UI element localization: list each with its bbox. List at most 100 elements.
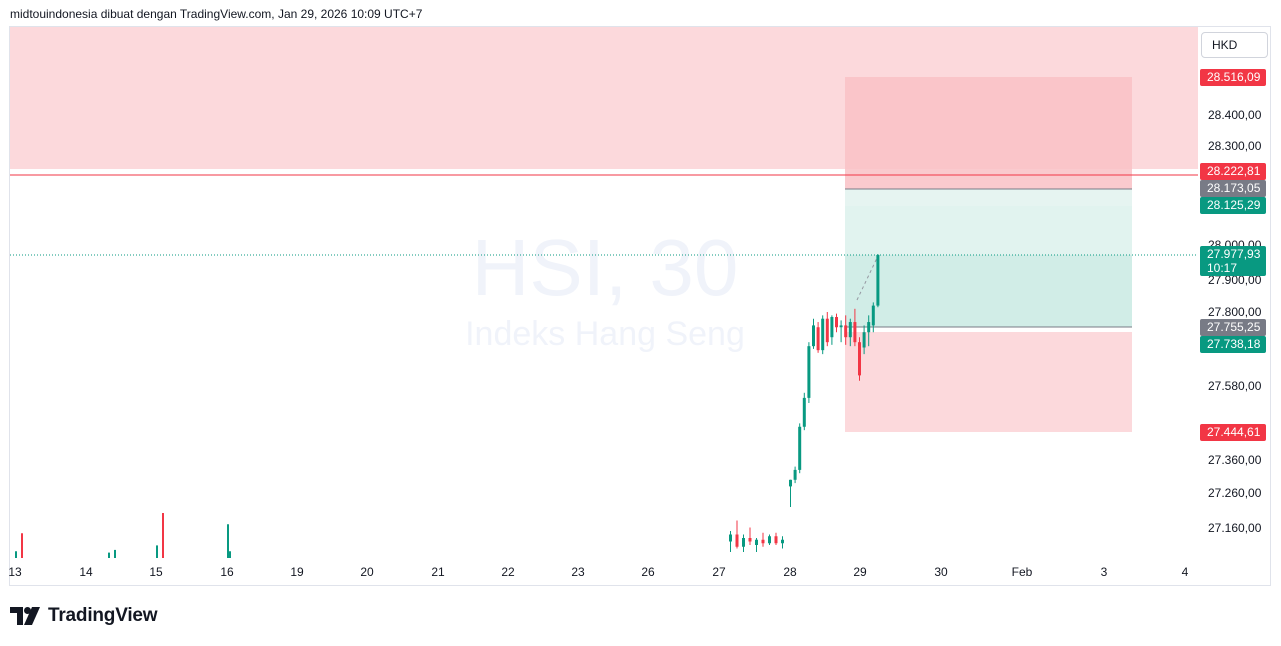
candle-body bbox=[853, 322, 857, 343]
chart-header: midtouindonesia dibuat dengan TradingVie… bbox=[10, 7, 423, 21]
watermark-name: Indeks Hang Seng bbox=[465, 315, 745, 353]
price-badge-value: 27.755,25 bbox=[1207, 320, 1261, 334]
y-axis: 28.400,0028.300,0028.000,0027.900,0027.8… bbox=[1208, 108, 1262, 535]
candle bbox=[748, 527, 752, 545]
candle-body bbox=[835, 317, 838, 328]
watermark-layer: HSI, 30 Indeks Hang Seng bbox=[465, 223, 745, 353]
tradingview-logo[interactable]: TradingView bbox=[10, 604, 158, 628]
candle bbox=[871, 302, 875, 333]
candle-body bbox=[755, 539, 758, 545]
profit-zone-unfilled bbox=[845, 206, 1132, 255]
candle bbox=[867, 315, 871, 347]
candle bbox=[735, 520, 739, 549]
x-tick-label: 30 bbox=[934, 565, 948, 579]
price-badge: 28.516,09 bbox=[1200, 69, 1266, 86]
candles-layer bbox=[729, 254, 880, 552]
candle-body bbox=[793, 469, 797, 480]
candle-body bbox=[789, 479, 792, 487]
candle bbox=[755, 538, 758, 552]
candle-body bbox=[830, 317, 834, 338]
candle-body bbox=[742, 538, 745, 547]
candle-body bbox=[876, 254, 880, 306]
y-tick-label: 27.160,00 bbox=[1208, 521, 1262, 535]
candle bbox=[742, 534, 745, 552]
x-tick-label: 21 bbox=[431, 565, 445, 579]
price-badge-value: 28.222,81 bbox=[1207, 164, 1261, 178]
candle bbox=[862, 325, 866, 355]
y-tick-label: 27.800,00 bbox=[1208, 305, 1262, 319]
tradingview-logo-icon bbox=[10, 607, 40, 625]
candle-body bbox=[867, 322, 871, 333]
x-tick-label: 27 bbox=[712, 565, 726, 579]
candle bbox=[807, 342, 811, 403]
candle-body bbox=[839, 325, 843, 328]
candle bbox=[816, 322, 820, 353]
x-tick-label: 29 bbox=[853, 565, 867, 579]
candle-body bbox=[735, 534, 739, 547]
x-tick-label: 4 bbox=[1182, 565, 1189, 579]
volume-bar bbox=[114, 549, 116, 558]
price-badge-value: 28.173,05 bbox=[1207, 181, 1261, 195]
x-tick-label: Feb bbox=[1012, 565, 1033, 579]
price-badge-value: 27.977,93 bbox=[1207, 247, 1261, 261]
candle-body bbox=[812, 325, 815, 347]
candle-body bbox=[844, 325, 848, 338]
volume-layer bbox=[15, 513, 231, 558]
price-badge: 28.125,29 bbox=[1200, 197, 1266, 214]
loss-zone bbox=[845, 332, 1132, 432]
candle-body bbox=[858, 342, 861, 376]
candle bbox=[774, 532, 778, 545]
candle-body bbox=[816, 327, 820, 351]
volume-bar bbox=[21, 533, 23, 558]
buffer-zone bbox=[845, 189, 1132, 206]
candle bbox=[802, 392, 806, 431]
volume-bar bbox=[156, 545, 158, 558]
price-badge: 27.444,61 bbox=[1200, 424, 1266, 441]
currency-selector-button[interactable]: HKD bbox=[1201, 32, 1268, 58]
price-badge-countdown: 10:17 bbox=[1207, 261, 1238, 275]
candle-body bbox=[871, 305, 875, 326]
candle-body bbox=[729, 534, 732, 542]
projection-line bbox=[856, 257, 878, 301]
volume-bar bbox=[15, 551, 17, 558]
chart-frame[interactable] bbox=[9, 26, 1271, 586]
candle bbox=[848, 318, 852, 347]
volume-bar bbox=[229, 551, 231, 558]
candle bbox=[821, 315, 825, 355]
candle bbox=[844, 315, 848, 345]
candle bbox=[812, 318, 815, 349]
y-tick-label: 28.400,00 bbox=[1208, 108, 1262, 122]
volume-bar bbox=[227, 524, 229, 558]
x-tick-label: 26 bbox=[641, 565, 655, 579]
candle-body bbox=[768, 536, 771, 544]
candle-body bbox=[748, 538, 752, 542]
candle-body bbox=[802, 397, 806, 427]
lines-layer bbox=[10, 174, 1198, 328]
x-tick-label: 20 bbox=[360, 565, 374, 579]
y-tick-label: 27.360,00 bbox=[1208, 453, 1262, 467]
x-tick-label: 19 bbox=[290, 565, 304, 579]
candle bbox=[839, 320, 843, 343]
candle bbox=[876, 254, 880, 308]
candle-body bbox=[825, 318, 829, 343]
candle bbox=[789, 479, 792, 507]
price-badge: 28.173,05 bbox=[1200, 180, 1266, 197]
candle bbox=[729, 531, 732, 552]
x-tick-label: 28 bbox=[783, 565, 797, 579]
x-tick-label: 16 bbox=[220, 565, 234, 579]
zones-layer bbox=[10, 27, 1198, 432]
profit-zone bbox=[845, 206, 1132, 327]
price-badge: 27.977,93 10:17 bbox=[1200, 246, 1266, 276]
volume-bar bbox=[162, 513, 164, 558]
y-tick-label: 27.260,00 bbox=[1208, 486, 1262, 500]
candle bbox=[761, 532, 765, 547]
price-badge: 27.738,18 bbox=[1200, 336, 1266, 353]
candle bbox=[781, 536, 784, 549]
candle bbox=[853, 308, 857, 347]
x-tick-label: 22 bbox=[501, 565, 515, 579]
x-axis: 13 14 15 16 19 20 21 22 23 26 27 28 29 30 Feb 3 4 bbox=[8, 565, 1188, 579]
price-badge: 28.222,81 bbox=[1200, 163, 1266, 180]
volume-bar bbox=[108, 552, 110, 558]
price-badge-value: 28.516,09 bbox=[1207, 70, 1261, 84]
